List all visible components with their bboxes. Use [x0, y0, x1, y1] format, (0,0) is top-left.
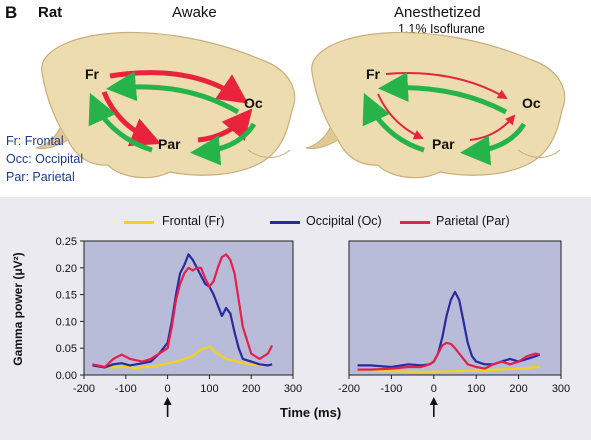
x-tick-label: 100 [467, 383, 485, 395]
region-key-parietal: Par: Parietal [6, 170, 75, 184]
legend-swatch-occipital [270, 221, 300, 224]
series-line-parietal [357, 341, 541, 371]
y-tick-label: 0.05 [56, 343, 77, 355]
region-label-oc-awake: Oc [244, 95, 263, 111]
x-tick-label: 200 [509, 383, 527, 395]
legend-label-parietal: Parietal (Par) [436, 214, 510, 228]
gamma-power-charts: -200 -100 0 100 200 300 0.00 0.05 0.10 0.15 0.20 0.… [56, 236, 570, 417]
x-tick-label: -200 [338, 383, 360, 395]
arrow-oc-par-fb [190, 122, 257, 166]
x-tick-label: 100 [200, 383, 218, 395]
brain-schematics [35, 31, 566, 179]
arrow-oc-fr-fb-anesth [378, 72, 508, 115]
cerebellum-line-awake [247, 149, 291, 158]
x-tick-label: -200 [73, 383, 95, 395]
panel-letter: B [5, 3, 18, 22]
legend-swatch-frontal [124, 221, 154, 224]
chart-legend: Frontal (Fr) Occipital (Oc) Parietal (Pa… [124, 214, 564, 230]
y-tick-label: 0.10 [56, 316, 77, 328]
cerebellum-line-anesthetized [517, 149, 561, 158]
region-label-oc-anesth: Oc [522, 95, 541, 111]
series-line-occipital [357, 290, 541, 369]
x-tick-label: 200 [242, 383, 260, 395]
region-label-fr-awake: Fr [85, 66, 99, 82]
species-label: Rat [38, 4, 63, 21]
stimulus-arrow-head [163, 397, 172, 405]
x-tick-label: 0 [165, 383, 171, 395]
arrow-par-fr-fb [88, 92, 153, 153]
condition-anesthetized-title: Anesthetized [394, 4, 481, 21]
region-label-par-anesth: Par [432, 136, 455, 152]
series-line-frontal [357, 365, 540, 373]
olfactory-bulb-awake [35, 127, 69, 149]
series-line-parietal [92, 253, 274, 369]
x-tick-label: 300 [552, 383, 570, 395]
y-tick-label: 0.00 [56, 370, 77, 382]
y-tick-label: 0.20 [56, 263, 77, 275]
region-label-fr-anesth: Fr [366, 66, 380, 82]
x-tick-label: -100 [380, 383, 402, 395]
plot-area-2 [348, 240, 562, 376]
series-line-frontal [92, 345, 273, 370]
region-key-occipital: Occ: Occipital [6, 152, 84, 166]
y-tick-label: 0.25 [56, 236, 77, 248]
y-tick-label: 0.15 [56, 290, 77, 302]
olfactory-bulb-anesthetized [305, 127, 339, 149]
plot-area-1 [83, 240, 294, 376]
legend-label-frontal: Frontal (Fr) [162, 214, 225, 228]
brain-anesthetized-shape [311, 31, 566, 179]
legend-swatch-parietal [400, 221, 430, 224]
arrow-oc-par-fb-anesth [460, 122, 527, 166]
x-axis-title: Time (ms) [280, 405, 342, 420]
brain-anesthetized [305, 31, 566, 179]
arrow-oc-fr-fb [106, 71, 240, 115]
brain-awake-shape [41, 31, 296, 179]
x-tick-label: 300 [284, 383, 302, 395]
legend-label-occipital: Occipital (Oc) [306, 214, 382, 228]
stimulus-arrow-head [429, 397, 438, 405]
brain-awake [35, 31, 296, 179]
arrow-par-fr-fb-anesth [362, 92, 425, 153]
region-key-frontal: Fr: Frontal [6, 134, 64, 148]
x-tick-label: 0 [431, 383, 437, 395]
region-label-par-awake: Par [158, 136, 181, 152]
region-key: Fr: Frontal Occ: Occipital Par: Parietal [6, 132, 83, 186]
x-tick-label: -100 [115, 383, 137, 395]
condition-awake-title: Awake [172, 4, 217, 21]
